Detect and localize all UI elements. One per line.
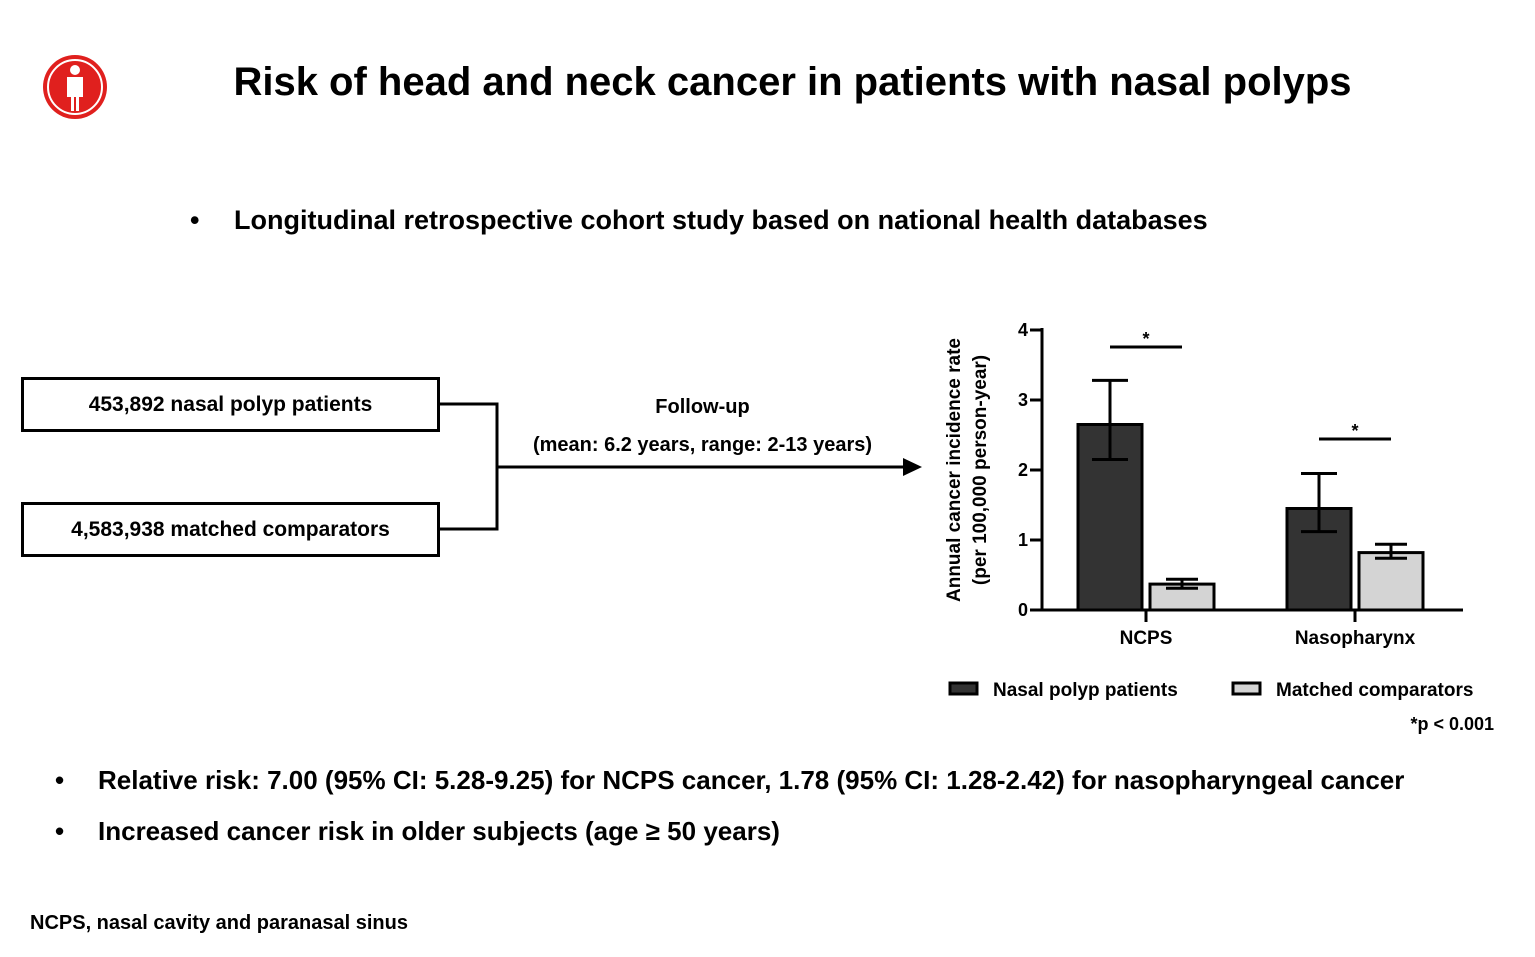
y-axis-label: Annual cancer incidence rate bbox=[944, 338, 965, 602]
legend-label: Matched comparators bbox=[1276, 680, 1473, 701]
findings-list: • Relative risk: 7.00 (95% CI: 5.28-9.25… bbox=[55, 765, 1404, 867]
finding-text: Relative risk: 7.00 (95% CI: 5.28-9.25) … bbox=[98, 765, 1405, 795]
abbreviation-footnote: NCPS, nasal cavity and paranasal sinus bbox=[30, 912, 408, 934]
bullet-marker: • bbox=[55, 816, 65, 846]
bar-comparators-1 bbox=[1357, 551, 1425, 612]
x-tick-label: Nasopharynx bbox=[1295, 628, 1416, 649]
y-tick-label: 4 bbox=[1018, 320, 1028, 340]
y-tick-label: 1 bbox=[1018, 530, 1028, 550]
flow-arrow-head bbox=[903, 458, 922, 476]
page-title: Risk of head and neck cancer in patients… bbox=[233, 60, 1352, 104]
y-tick-label: 3 bbox=[1018, 390, 1028, 410]
followup-detail: (mean: 6.2 years, range: 2-13 years) bbox=[532, 434, 873, 456]
finding-item: • Increased cancer risk in older subject… bbox=[55, 816, 1404, 847]
y-tick-label: 0 bbox=[1018, 600, 1028, 620]
y-axis-label-sub: (per 100,000 person-year) bbox=[970, 355, 991, 585]
significance-star: * bbox=[1142, 329, 1149, 349]
bar-patients-0 bbox=[1076, 423, 1144, 612]
person-icon bbox=[43, 55, 107, 119]
legend-swatch bbox=[948, 681, 979, 696]
bullet-marker: • bbox=[190, 205, 200, 235]
study-design-bullet: • Longitudinal retrospective cohort stud… bbox=[190, 205, 1208, 236]
incidence-bar-chart: Annual cancer incidence rate (per 100,00… bbox=[944, 320, 1494, 734]
finding-text: Increased cancer risk in older subjects … bbox=[98, 816, 780, 846]
legend-label: Nasal polyp patients bbox=[993, 680, 1178, 701]
finding-item: • Relative risk: 7.00 (95% CI: 5.28-9.25… bbox=[55, 765, 1404, 796]
cohort-box-patients: 453,892 nasal polyp patients bbox=[21, 377, 440, 432]
significance-star: * bbox=[1351, 421, 1358, 441]
legend-swatch bbox=[1231, 681, 1262, 696]
cohort-box-comparators: 4,583,938 matched comparators bbox=[21, 502, 440, 557]
followup-title: Follow-up bbox=[655, 396, 750, 418]
bar-comparators-0 bbox=[1148, 582, 1216, 612]
significance-note: *p < 0.001 bbox=[1410, 714, 1494, 734]
study-design-text: Longitudinal retrospective cohort study … bbox=[234, 205, 1208, 235]
y-tick-label: 2 bbox=[1018, 460, 1028, 480]
bullet-marker: • bbox=[55, 765, 65, 795]
x-tick-label: NCPS bbox=[1120, 628, 1173, 649]
